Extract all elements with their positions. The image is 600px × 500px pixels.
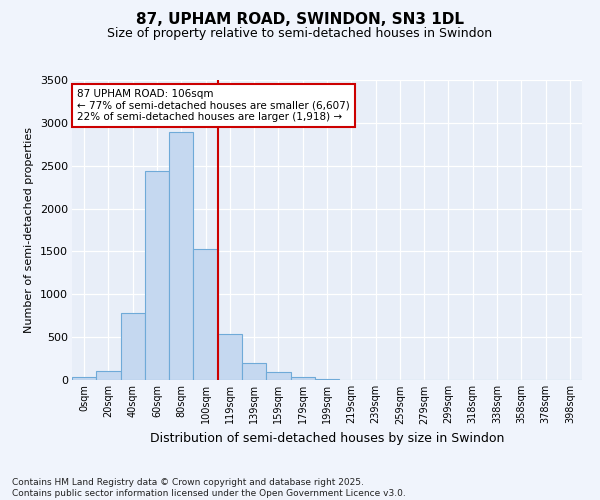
Bar (145, 171, 169, 380)
Bar (169, 132, 193, 380)
Bar (266, 372, 290, 380)
Bar (193, 249, 218, 380)
Text: Contains HM Land Registry data © Crown copyright and database right 2025.
Contai: Contains HM Land Registry data © Crown c… (12, 478, 406, 498)
Bar (121, 313, 145, 380)
Bar (96, 372, 121, 380)
Text: 87 UPHAM ROAD: 106sqm
← 77% of semi-detached houses are smaller (6,607)
22% of s: 87 UPHAM ROAD: 106sqm ← 77% of semi-deta… (77, 89, 350, 122)
Y-axis label: Number of semi-detached properties: Number of semi-detached properties (24, 127, 34, 333)
Bar (72, 376, 96, 380)
X-axis label: Distribution of semi-detached houses by size in Swindon: Distribution of semi-detached houses by … (150, 432, 504, 445)
Text: 87, UPHAM ROAD, SWINDON, SN3 1DL: 87, UPHAM ROAD, SWINDON, SN3 1DL (136, 12, 464, 28)
Bar (218, 334, 242, 380)
Bar (290, 376, 315, 380)
Bar (242, 363, 266, 380)
Bar (315, 379, 339, 380)
Text: Size of property relative to semi-detached houses in Swindon: Size of property relative to semi-detach… (107, 28, 493, 40)
